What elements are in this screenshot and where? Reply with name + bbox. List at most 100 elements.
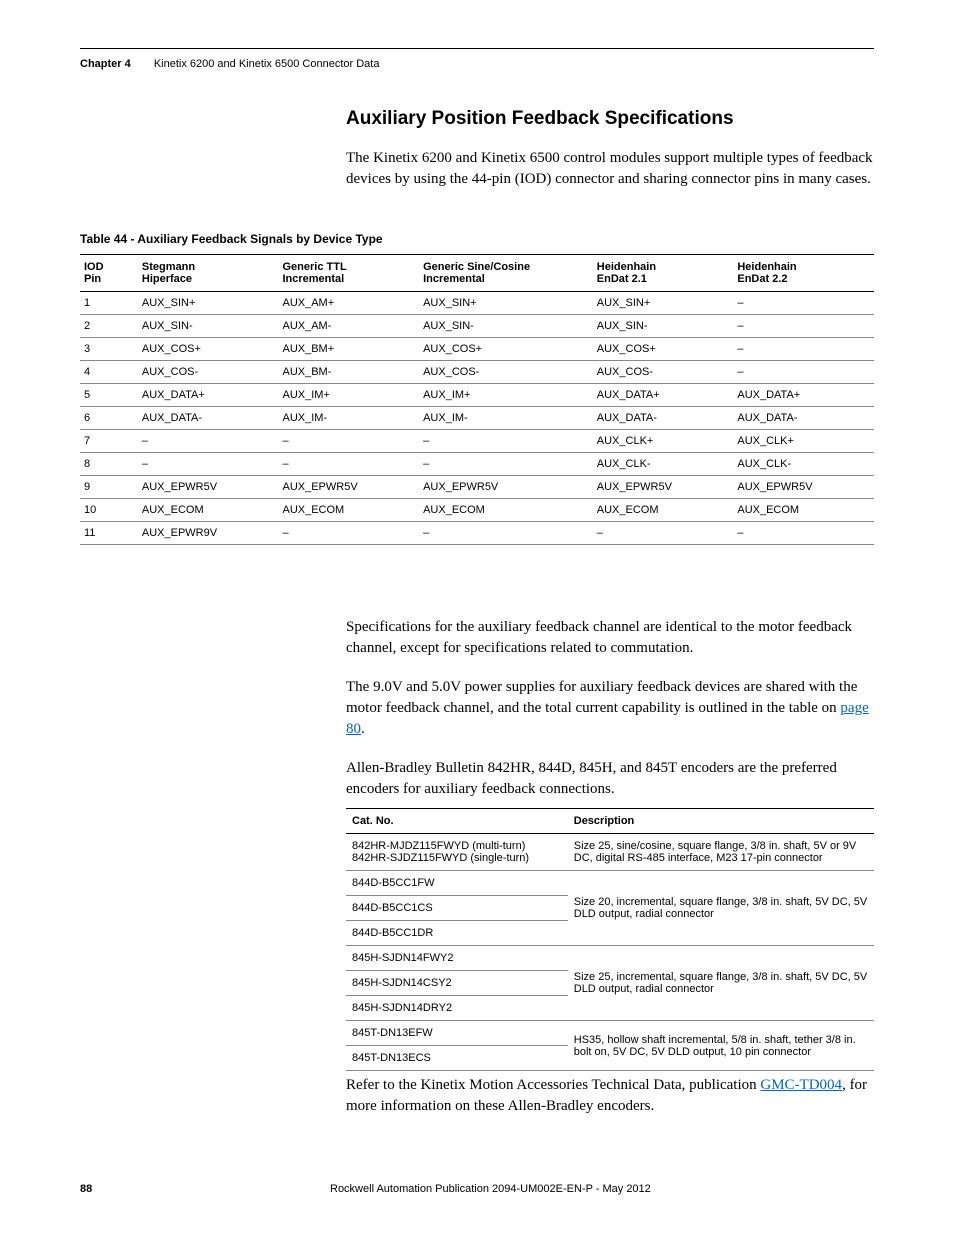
table-header: IODPin	[80, 255, 138, 292]
table-row: 5AUX_DATA+AUX_IM+AUX_IM+AUX_DATA+AUX_DAT…	[80, 384, 874, 407]
table-cell: AUX_EPWR5V	[419, 476, 593, 499]
table-row: 3AUX_COS+AUX_BM+AUX_COS+AUX_COS+–	[80, 338, 874, 361]
catno-cell: 844D-B5CC1DR	[346, 921, 568, 946]
table-cell: 4	[80, 361, 138, 384]
catno-cell: 844D-B5CC1CS	[346, 896, 568, 921]
chapter-header: Chapter 4 Kinetix 6200 and Kinetix 6500 …	[80, 58, 379, 70]
table-row: 10AUX_ECOMAUX_ECOMAUX_ECOMAUX_ECOMAUX_EC…	[80, 499, 874, 522]
table-cell: AUX_IM-	[419, 407, 593, 430]
col-catno: Cat. No.	[346, 809, 568, 834]
table-cell: AUX_SIN-	[593, 315, 734, 338]
table-row: 842HR-MJDZ115FWYD (multi-turn) 842HR-SJD…	[346, 834, 874, 871]
table-cell: –	[278, 522, 419, 545]
mid-paragraphs: Specifications for the auxiliary feedbac…	[346, 617, 874, 818]
table-cell: AUX_EPWR5V	[593, 476, 734, 499]
table-cell: AUX_COS+	[593, 338, 734, 361]
table-cell: –	[733, 338, 874, 361]
page-number: 88	[80, 1183, 92, 1195]
table-cell: –	[733, 315, 874, 338]
catno-cell: 844D-B5CC1FW	[346, 871, 568, 896]
table-cell: AUX_BM-	[278, 361, 419, 384]
table-cell: AUX_IM-	[278, 407, 419, 430]
publication-info: Rockwell Automation Publication 2094-UM0…	[330, 1183, 651, 1195]
table-cell: AUX_ECOM	[138, 499, 279, 522]
catno-cell: 842HR-MJDZ115FWYD (multi-turn) 842HR-SJD…	[346, 834, 568, 871]
table-row: 845H-SJDN14FWY2Size 25, incremental, squ…	[346, 946, 874, 971]
table-cell: AUX_EPWR5V	[278, 476, 419, 499]
table-cell: –	[138, 430, 279, 453]
header-rule	[80, 48, 874, 49]
table-row: 11AUX_EPWR9V––––	[80, 522, 874, 545]
table-cell: AUX_CLK-	[733, 453, 874, 476]
chapter-number: Chapter 4	[80, 58, 131, 70]
table-row: 4AUX_COS-AUX_BM-AUX_COS-AUX_COS-–	[80, 361, 874, 384]
table-cell: AUX_EPWR9V	[138, 522, 279, 545]
table-row: 2AUX_SIN-AUX_AM-AUX_SIN-AUX_SIN-–	[80, 315, 874, 338]
table-cell: AUX_EPWR5V	[138, 476, 279, 499]
table-cell: 11	[80, 522, 138, 545]
table-cell: AUX_CLK+	[733, 430, 874, 453]
table-cell: AUX_DATA-	[593, 407, 734, 430]
closing-text: Refer to the Kinetix Motion Accessories …	[346, 1075, 874, 1117]
table-cell: –	[419, 430, 593, 453]
desc-cell: HS35, hollow shaft incremental, 5/8 in. …	[568, 1021, 874, 1071]
power-paragraph: The 9.0V and 5.0V power supplies for aux…	[346, 677, 874, 740]
table-row: 6AUX_DATA-AUX_IM-AUX_IM-AUX_DATA-AUX_DAT…	[80, 407, 874, 430]
table-cell: AUX_EPWR5V	[733, 476, 874, 499]
table-cell: –	[278, 430, 419, 453]
col-desc: Description	[568, 809, 874, 834]
table-cell: AUX_DATA-	[138, 407, 279, 430]
table-cell: AUX_SIN+	[138, 292, 279, 315]
table-row: 7–––AUX_CLK+AUX_CLK+	[80, 430, 874, 453]
desc-cell: Size 20, incremental, square flange, 3/8…	[568, 871, 874, 946]
table-cell: AUX_BM+	[278, 338, 419, 361]
closing-paragraph: Refer to the Kinetix Motion Accessories …	[346, 1075, 874, 1135]
table-cell: –	[138, 453, 279, 476]
table-cell: 7	[80, 430, 138, 453]
table-cell: AUX_ECOM	[593, 499, 734, 522]
table-cell: 1	[80, 292, 138, 315]
table-cell: AUX_ECOM	[733, 499, 874, 522]
table-cell: AUX_CLK+	[593, 430, 734, 453]
power-text-b: .	[361, 721, 365, 737]
table-cell: –	[733, 522, 874, 545]
table-cell: AUX_SIN+	[593, 292, 734, 315]
table-row: 1AUX_SIN+AUX_AM+AUX_SIN+AUX_SIN+–	[80, 292, 874, 315]
table-cell: –	[593, 522, 734, 545]
table-cell: –	[733, 292, 874, 315]
table-cell: –	[419, 522, 593, 545]
section-heading: Auxiliary Position Feedback Specificatio…	[346, 108, 874, 130]
signals-table: IODPinStegmannHiperfaceGeneric TTLIncrem…	[80, 254, 874, 545]
table-cell: AUX_COS-	[593, 361, 734, 384]
table-cell: AUX_IM+	[278, 384, 419, 407]
signals-table-block: Table 44 - Auxiliary Feedback Signals by…	[80, 232, 874, 545]
encoder-paragraph: Allen-Bradley Bulletin 842HR, 844D, 845H…	[346, 758, 874, 800]
desc-cell: Size 25, incremental, square flange, 3/8…	[568, 946, 874, 1021]
table-cell: 8	[80, 453, 138, 476]
closing-a: Refer to the Kinetix Motion Accessories …	[346, 1077, 760, 1093]
catno-cell: 845H-SJDN14FWY2	[346, 946, 568, 971]
power-text-a: The 9.0V and 5.0V power supplies for aux…	[346, 679, 857, 716]
table-row: 844D-B5CC1FWSize 20, incremental, square…	[346, 871, 874, 896]
table-cell: AUX_ECOM	[419, 499, 593, 522]
table-cell: –	[733, 361, 874, 384]
intro-paragraph: The Kinetix 6200 and Kinetix 6500 contro…	[346, 148, 874, 190]
table-cell: AUX_CLK-	[593, 453, 734, 476]
encoders-table: Cat. No. Description 842HR-MJDZ115FWYD (…	[346, 808, 874, 1071]
table-header: HeidenhainEnDat 2.1	[593, 255, 734, 292]
table-cell: AUX_AM-	[278, 315, 419, 338]
table-cell: AUX_SIN-	[138, 315, 279, 338]
publication-link[interactable]: GMC-TD004	[760, 1077, 842, 1093]
table-caption: Table 44 - Auxiliary Feedback Signals by…	[80, 232, 874, 246]
table-cell: AUX_COS+	[138, 338, 279, 361]
table-cell: AUX_SIN-	[419, 315, 593, 338]
table-cell: AUX_DATA-	[733, 407, 874, 430]
spec-paragraph: Specifications for the auxiliary feedbac…	[346, 617, 874, 659]
catno-cell: 845T-DN13ECS	[346, 1046, 568, 1071]
table-cell: AUX_AM+	[278, 292, 419, 315]
desc-cell: Size 25, sine/cosine, square flange, 3/8…	[568, 834, 874, 871]
catno-cell: 845T-DN13EFW	[346, 1021, 568, 1046]
table-row: 845T-DN13EFWHS35, hollow shaft increment…	[346, 1021, 874, 1046]
table-cell: 9	[80, 476, 138, 499]
chapter-title: Kinetix 6200 and Kinetix 6500 Connector …	[154, 58, 380, 70]
